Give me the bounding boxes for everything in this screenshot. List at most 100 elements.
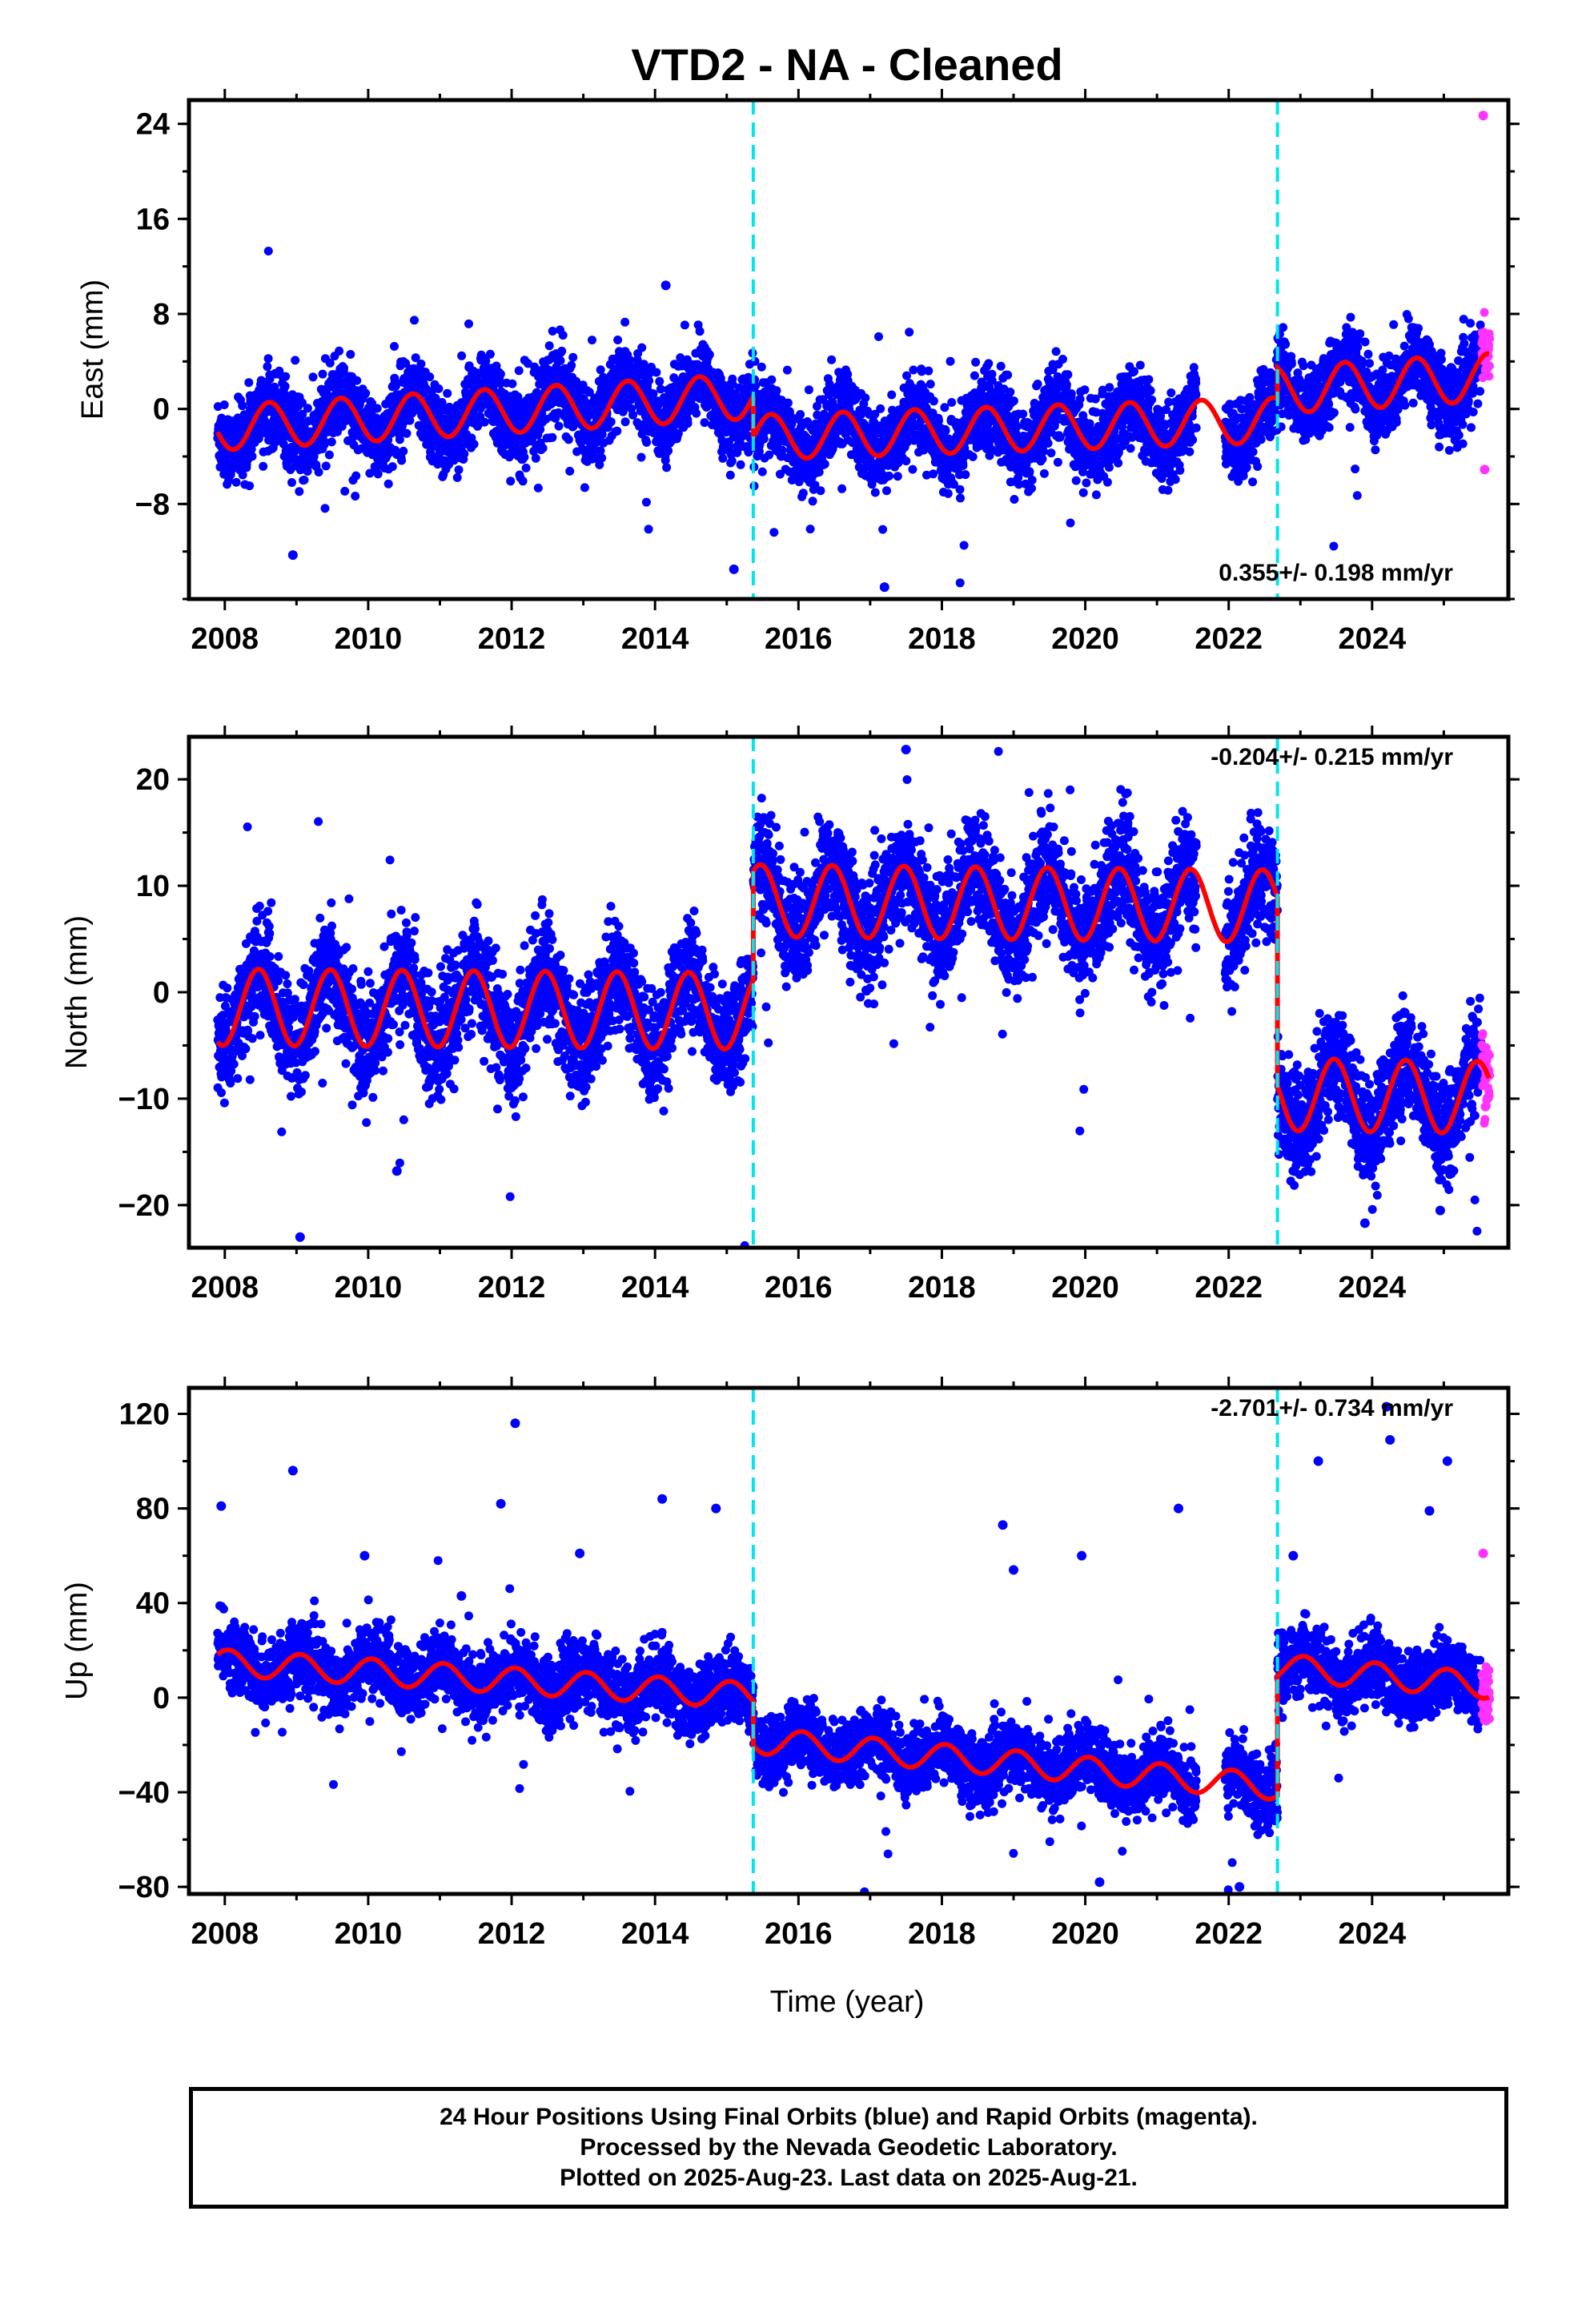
data-point: [1185, 447, 1195, 456]
data-point: [837, 484, 847, 493]
data-point: [596, 365, 605, 375]
data-point: [554, 421, 564, 431]
data-point: [584, 388, 594, 397]
data-point: [1063, 370, 1073, 380]
data-point: [431, 393, 440, 403]
data-point: [281, 372, 291, 381]
data-point: [480, 417, 489, 427]
data-point: [718, 453, 728, 463]
data-point: [636, 452, 646, 462]
data-point: [405, 416, 415, 425]
data-point: [971, 357, 981, 367]
data-point: [280, 381, 290, 391]
data-point: [391, 381, 400, 391]
data-point: [556, 356, 565, 365]
data-point: [390, 342, 399, 351]
data-point: [514, 366, 524, 376]
data-point: [427, 442, 436, 452]
data-point: [640, 362, 649, 372]
data-point: [481, 356, 491, 366]
data-point: [335, 346, 344, 356]
data-point: [339, 364, 348, 372]
data-point: [411, 353, 420, 363]
data-point: [538, 444, 548, 453]
data-point: [878, 525, 888, 534]
data-point: [620, 417, 630, 427]
data-point: [299, 475, 309, 485]
data-point: [416, 359, 426, 368]
data-point: [1175, 465, 1185, 475]
data-point: [399, 446, 408, 456]
data-point: [767, 375, 777, 384]
data-point: [620, 317, 630, 327]
data-point: [959, 541, 969, 550]
data-point: [644, 525, 653, 534]
data-point: [263, 362, 272, 372]
data-point: [460, 449, 469, 459]
data-point: [606, 417, 616, 427]
data-point: [804, 385, 813, 395]
data-point: [1058, 355, 1067, 364]
data-point: [808, 497, 817, 506]
data-point: [247, 452, 257, 461]
data-point: [664, 446, 673, 456]
data-point: [1018, 409, 1028, 419]
data-point: [984, 359, 994, 368]
data-point: [947, 398, 957, 407]
data-point: [321, 461, 331, 471]
data-point: [410, 316, 419, 325]
data-point: [567, 360, 576, 370]
data-point: [372, 404, 382, 413]
data-point: [929, 469, 938, 479]
data-point: [524, 359, 532, 368]
data-point: [1009, 396, 1018, 406]
data-point: [298, 409, 307, 419]
data-point: [308, 372, 318, 382]
data-point: [1066, 518, 1075, 528]
data-point: [769, 528, 779, 537]
data-point: [637, 343, 647, 352]
data-point: [298, 398, 307, 408]
data-point: [924, 366, 934, 376]
data-point: [1130, 367, 1138, 376]
data-point: [641, 497, 651, 507]
data-point: [661, 456, 670, 465]
panels: 2008 2010 2012 2014 2016 2018 2020 2022 2024−808…: [60, 89, 1520, 1951]
data-point: [1055, 432, 1065, 442]
data-point: [642, 437, 652, 447]
data-point: [520, 452, 529, 462]
data-point: [303, 404, 312, 413]
data-point: [327, 437, 336, 447]
data-point: [956, 493, 965, 503]
data-point: [1043, 439, 1053, 448]
data-point: [798, 489, 808, 498]
data-point: [1105, 383, 1114, 392]
data-point: [1010, 495, 1019, 504]
data-point: [485, 349, 495, 359]
data-point: [1166, 388, 1176, 397]
data-point: [565, 466, 575, 476]
data-point: [437, 398, 447, 407]
data-point: [496, 369, 505, 379]
data-point: [1144, 375, 1154, 384]
data-point: [882, 486, 891, 496]
data-point: [1012, 422, 1022, 432]
data-point: [796, 410, 805, 419]
data-point: [464, 319, 473, 328]
data-point: [961, 470, 970, 480]
data-point: [1091, 490, 1101, 500]
data-point: [1102, 477, 1112, 487]
data-point: [544, 341, 554, 351]
data-point: [295, 487, 304, 497]
data-point: [325, 358, 335, 368]
data-point: [1080, 385, 1090, 395]
data-point: [662, 463, 672, 472]
data-point: [1104, 463, 1114, 472]
data-point: [340, 486, 350, 496]
data-point: [1038, 454, 1047, 464]
panel-east: 2008 2010 2012 2014 2016 2018 2020 2022 2024−808…: [76, 89, 1520, 656]
data-point: [219, 400, 229, 409]
data-point: [876, 404, 885, 413]
data-point: [1114, 458, 1123, 468]
data-point: [238, 470, 247, 480]
